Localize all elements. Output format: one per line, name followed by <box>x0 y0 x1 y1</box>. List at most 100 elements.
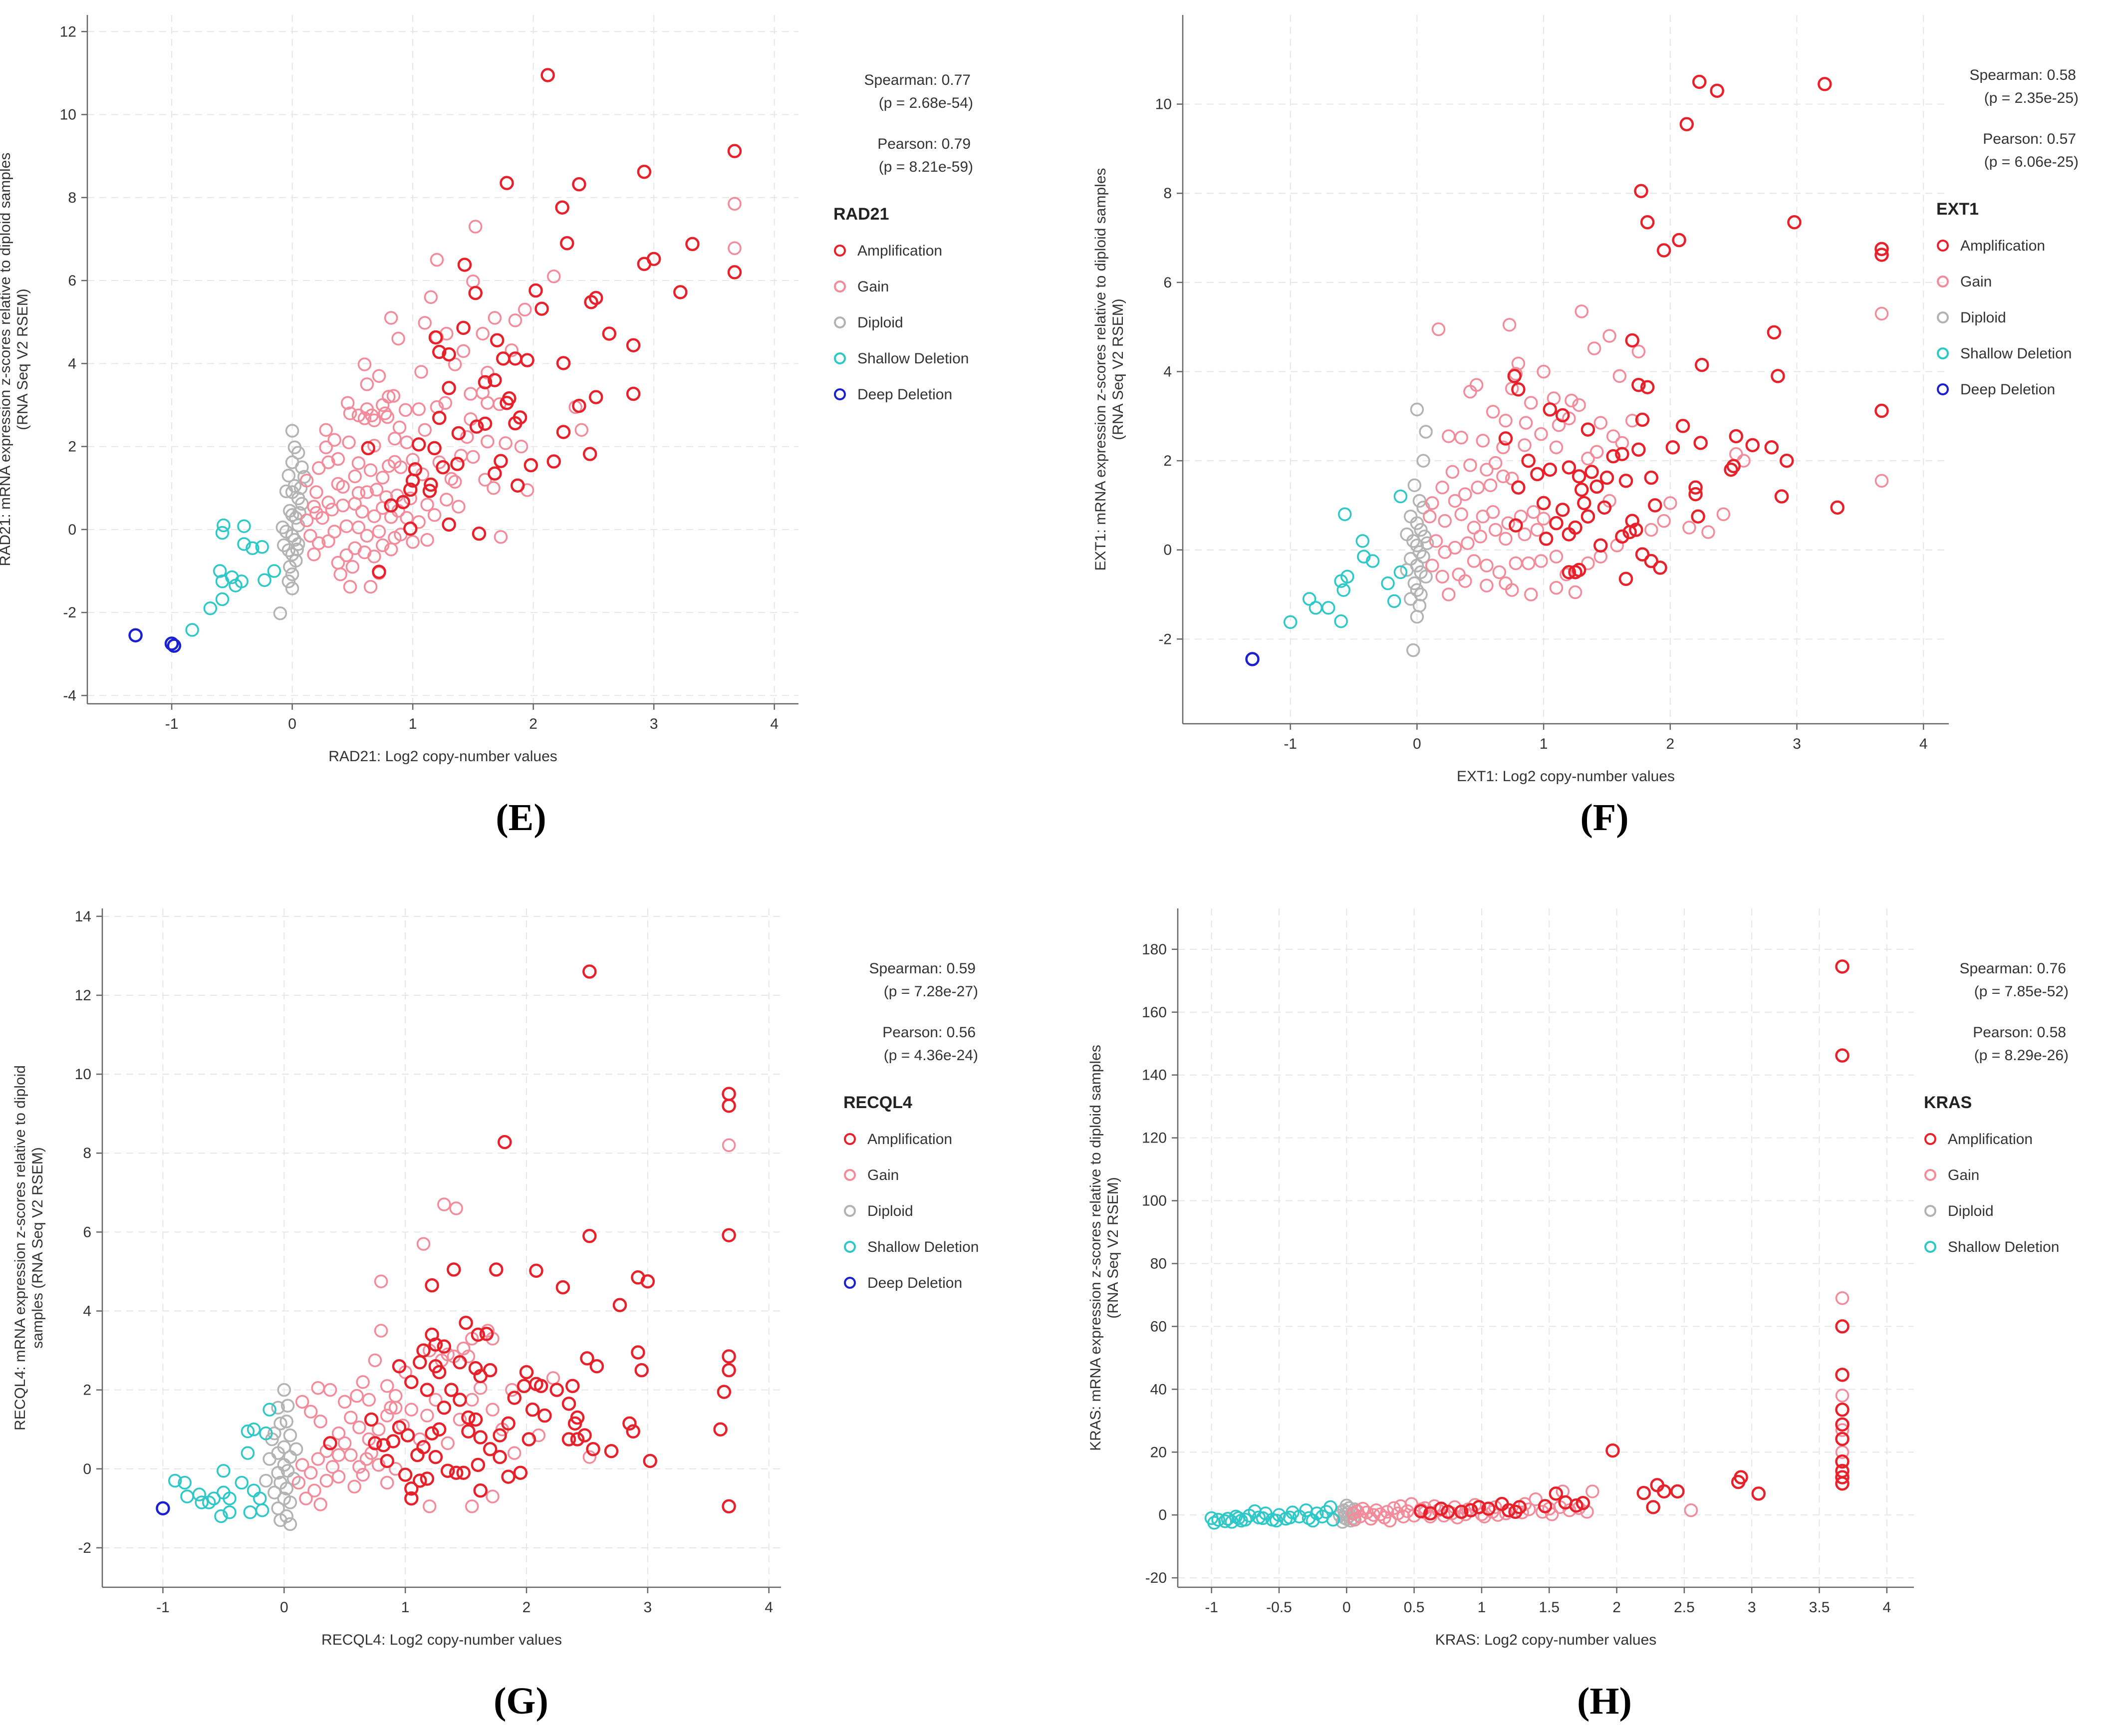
series-shallow-deletion <box>185 518 281 637</box>
data-point <box>1437 1508 1451 1523</box>
data-point <box>406 535 420 549</box>
data-point <box>352 1421 366 1435</box>
data-point <box>1511 480 1526 495</box>
data-point <box>582 1229 597 1243</box>
data-point <box>1646 1500 1660 1514</box>
data-point <box>1400 563 1414 577</box>
data-point <box>1435 480 1449 495</box>
data-point <box>271 1401 285 1415</box>
y-tick-label: 2 <box>68 439 76 455</box>
y-tick-label: 10 <box>75 1066 91 1083</box>
data-point <box>1499 413 1513 428</box>
data-point <box>560 236 574 251</box>
data-point <box>313 1497 327 1511</box>
data-point <box>1675 419 1690 433</box>
data-point <box>1771 369 1785 383</box>
data-point <box>469 419 484 434</box>
data-point <box>465 1499 479 1513</box>
data-point <box>1835 1417 1849 1432</box>
y-tick-label: 8 <box>83 1145 91 1161</box>
data-point <box>1393 565 1408 579</box>
data-point <box>372 525 386 539</box>
data-point <box>499 436 513 450</box>
data-point <box>1835 1368 1849 1382</box>
data-point <box>1323 1500 1337 1514</box>
data-point <box>375 538 390 553</box>
data-point <box>1589 479 1604 494</box>
data-point <box>309 506 323 520</box>
data-point <box>365 408 379 422</box>
data-point <box>350 1389 364 1403</box>
data-point <box>195 1495 209 1509</box>
data-point <box>400 1428 415 1443</box>
data-point <box>494 530 508 544</box>
data-point <box>1507 369 1522 383</box>
data-point <box>1452 568 1466 581</box>
x-tick-label: 0.5 <box>1404 1599 1425 1616</box>
data-point <box>529 1263 543 1278</box>
data-point <box>555 200 569 215</box>
data-point <box>321 496 335 510</box>
y-tick-label: 2 <box>1163 453 1172 469</box>
data-point <box>1524 396 1538 410</box>
data-point <box>355 505 369 519</box>
data-point <box>1518 438 1532 452</box>
y-tick-label: 6 <box>83 1224 91 1240</box>
data-point <box>496 351 511 366</box>
data-point <box>1537 512 1551 526</box>
data-point <box>466 450 480 464</box>
data-point <box>311 536 326 551</box>
data-point <box>570 1432 585 1447</box>
data-point <box>295 1458 309 1472</box>
data-point <box>577 1428 592 1443</box>
data-point <box>505 1383 519 1397</box>
data-point <box>1576 1496 1590 1510</box>
data-point <box>486 1489 500 1503</box>
chart-panel-h: -1 -0.5 0 0.5 1 1.5 2 2.5 3 3.5 4 -20 0 20 40 60 80 100 12… <box>1053 878 2091 1722</box>
y-tick-label: 20 <box>1150 1444 1167 1460</box>
x-tick-label: 3.5 <box>1809 1599 1830 1616</box>
data-point <box>384 311 398 325</box>
data-point <box>1467 554 1481 568</box>
data-point <box>1225 1515 1239 1529</box>
legend-title: EXT1 <box>1936 200 1979 219</box>
data-point <box>487 481 501 495</box>
data-point <box>369 483 384 497</box>
data-point <box>478 473 492 487</box>
data-point <box>1874 306 1889 321</box>
data-point <box>1499 532 1513 546</box>
data-point <box>380 1453 394 1468</box>
data-point <box>1549 1486 1564 1501</box>
data-point <box>437 1400 452 1415</box>
data-point <box>281 543 296 558</box>
data-point <box>289 1442 303 1456</box>
data-point <box>1622 525 1637 540</box>
data-point <box>410 1447 425 1462</box>
data-point <box>1524 587 1538 601</box>
data-point <box>448 475 462 489</box>
data-point <box>1663 496 1677 510</box>
data-point <box>453 1393 467 1407</box>
data-point <box>468 220 483 234</box>
y-tick-label: 12 <box>60 23 76 40</box>
data-point <box>572 177 586 192</box>
data-point <box>582 964 597 979</box>
data-point <box>643 1453 657 1468</box>
data-point <box>1549 550 1564 564</box>
data-point <box>327 525 341 539</box>
data-point <box>285 508 299 522</box>
series-gain <box>1423 304 1889 601</box>
data-point <box>1562 565 1577 579</box>
data-point <box>439 493 454 507</box>
stat-spearman-p: (p = 2.68e-54) <box>879 95 973 111</box>
data-point <box>420 533 434 547</box>
data-point <box>1393 1499 1408 1513</box>
data-point <box>361 441 376 456</box>
chart-panel-g: -1 0 1 2 3 4 -2 0 2 4 6 8 10 12 14 RECQL4: Log2 copy-nu… <box>0 878 1038 1722</box>
data-point <box>1502 317 1517 332</box>
data-point <box>1410 516 1424 530</box>
data-point <box>451 426 466 441</box>
data-point <box>1338 507 1352 522</box>
data-point <box>722 1349 736 1364</box>
data-point <box>1319 1505 1333 1519</box>
